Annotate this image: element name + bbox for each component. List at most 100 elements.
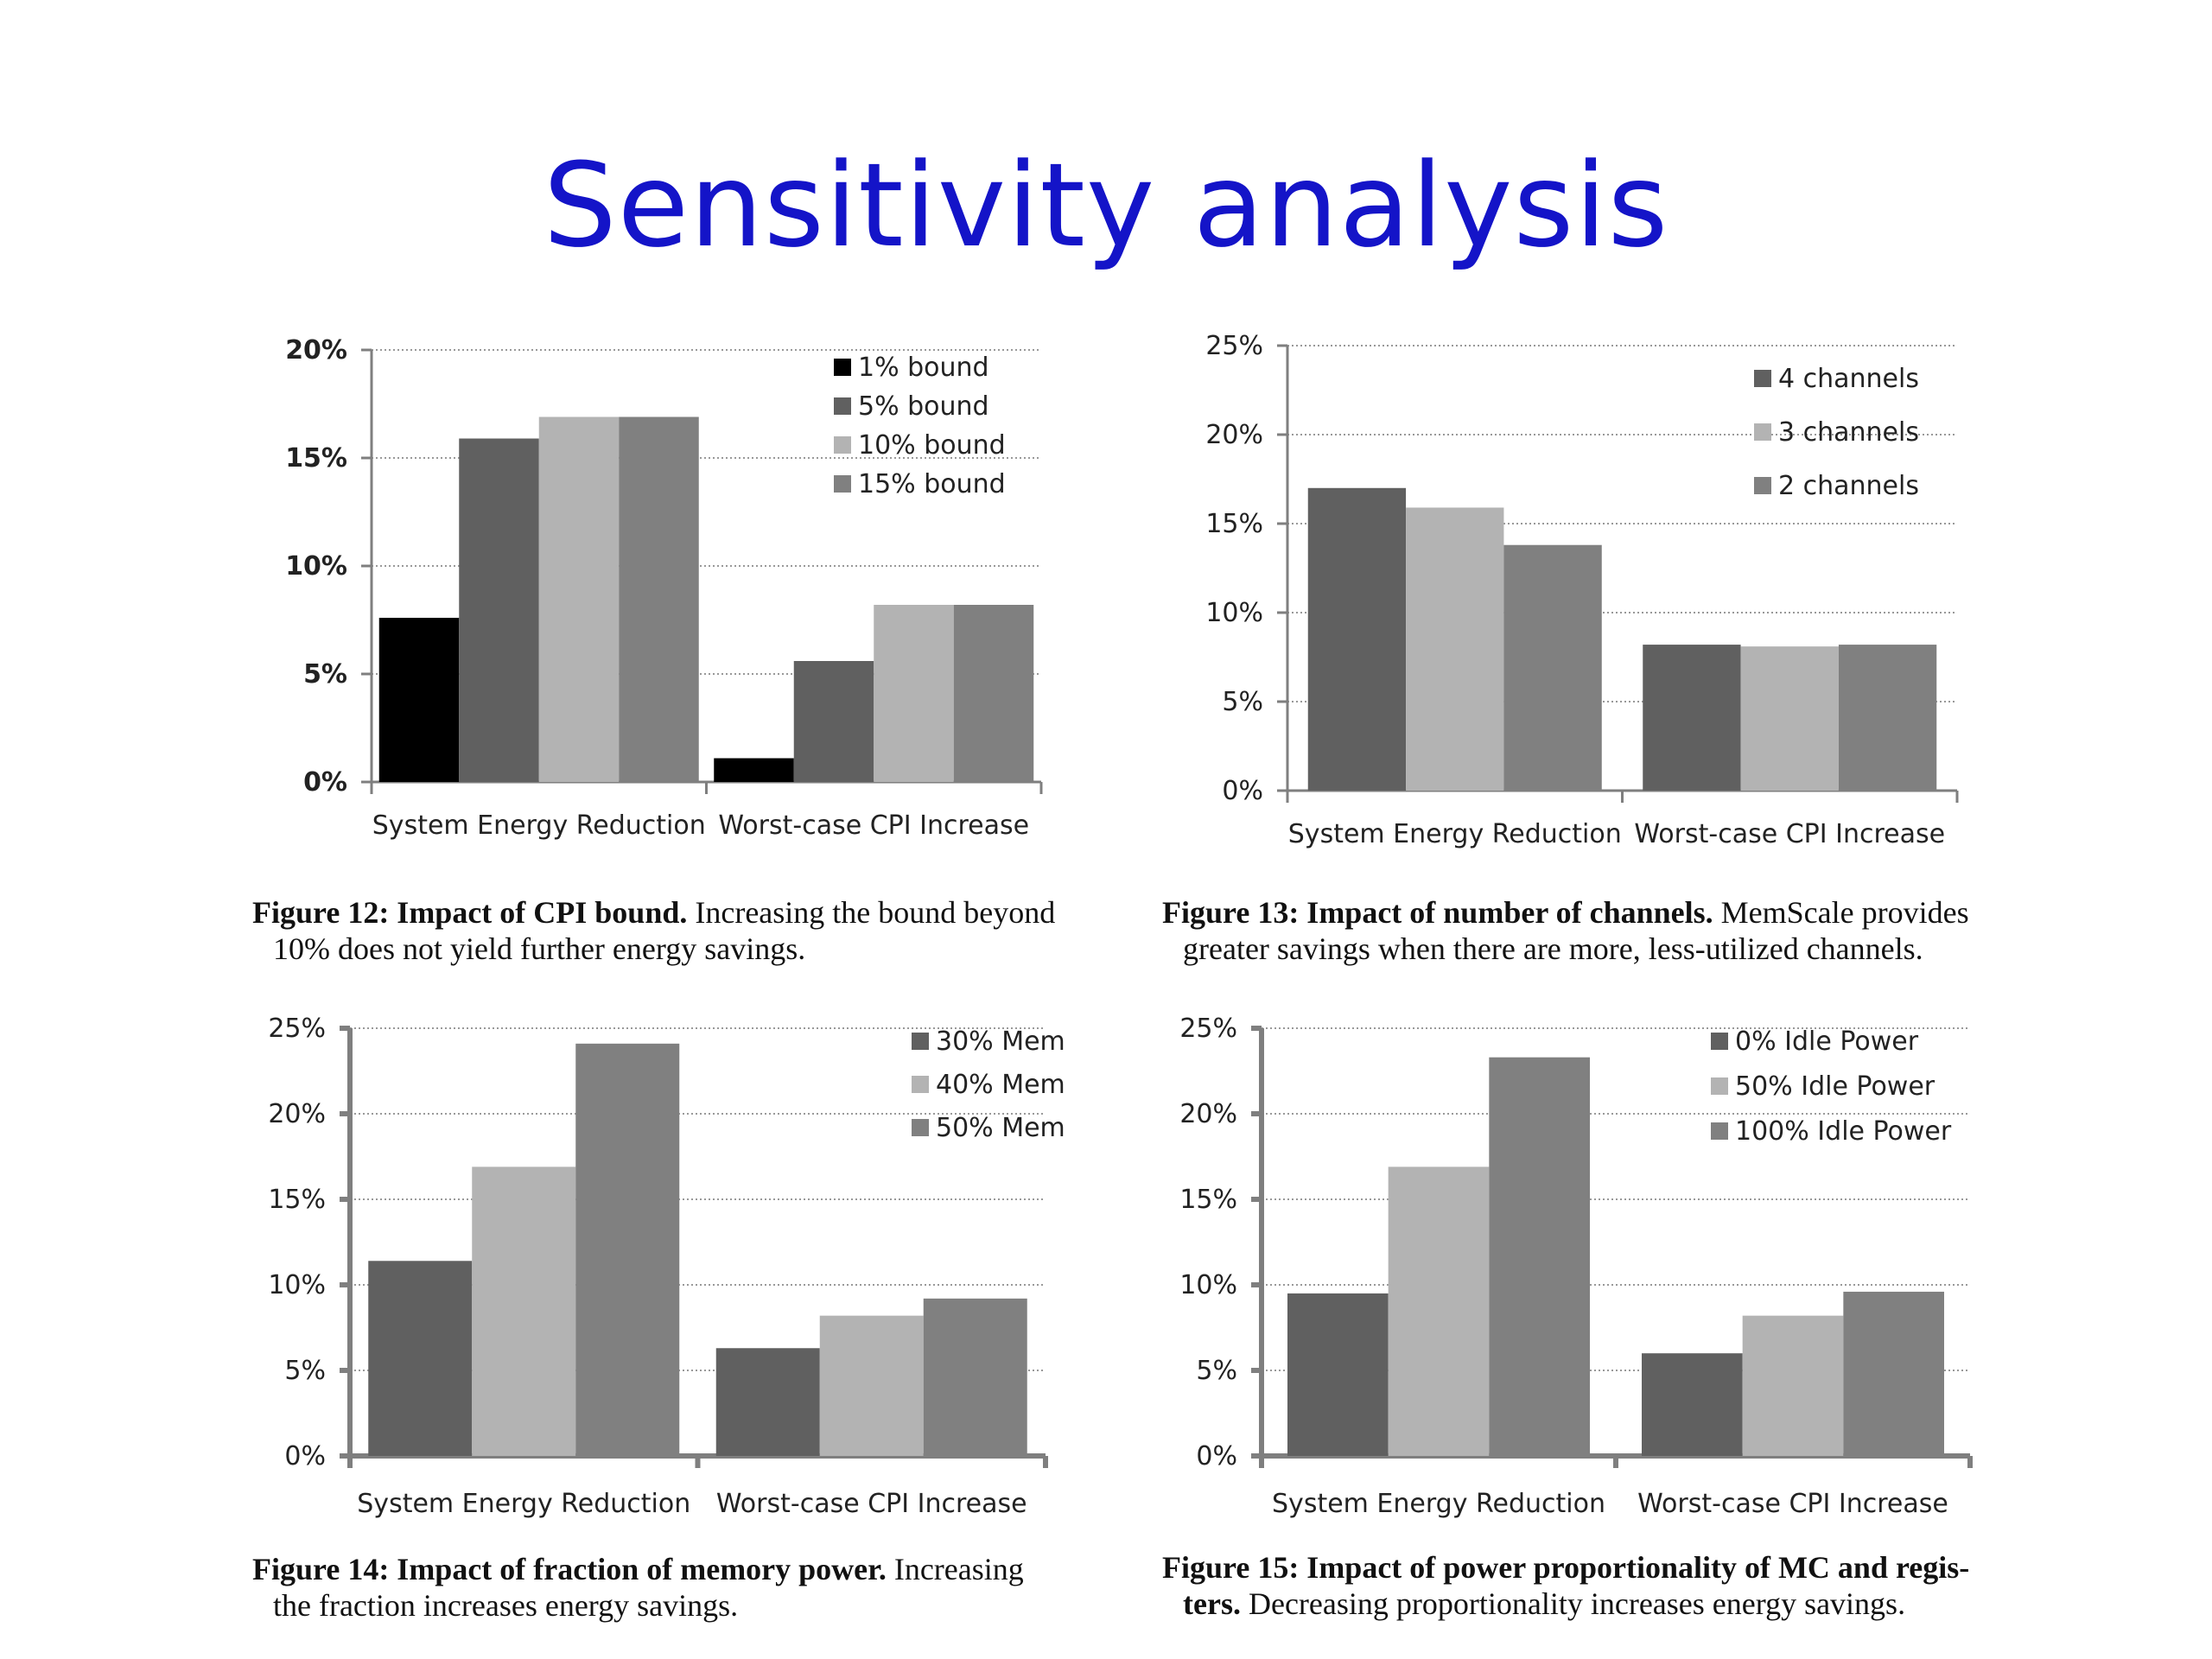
figure-14-caption: Figure 14: Impact of fraction of memory …: [252, 1551, 1116, 1624]
bar: [1838, 645, 1937, 791]
bar: [378, 618, 460, 782]
chart-svg: 0% 5% 10% 15% 20% 25% System Energy Reduction W…: [1205, 331, 1959, 849]
bar: [368, 1261, 473, 1456]
bar: [1642, 1353, 1743, 1456]
figure-15-caption: Figure 15: Impact of power proportionali…: [1162, 1549, 2035, 1622]
y-tick-label: 15%: [1205, 509, 1263, 539]
slide-title: Sensitivity analysis: [543, 138, 1669, 273]
legend-swatch: [912, 1033, 929, 1050]
y-tick-label: 15%: [268, 1185, 326, 1215]
legend-swatch: [834, 397, 851, 415]
bar: [1307, 487, 1407, 791]
y-tick-label: 15%: [1179, 1185, 1237, 1215]
legend-swatch: [1711, 1033, 1728, 1050]
figure-14-caption-line2: the fraction increases energy savings.: [273, 1588, 739, 1623]
legend-label: 50% Mem: [936, 1113, 1065, 1143]
chart-svg: 0% 5% 10% 15% 20% 25% System Energy Reduction W…: [1179, 1014, 1973, 1519]
legend-swatch: [1754, 423, 1771, 441]
y-tick-label: 10%: [1205, 598, 1263, 628]
chart-svg: 0% 5% 10% 15% 20% 25% System Energy Reduction W…: [268, 1014, 1065, 1519]
bar: [1643, 645, 1741, 791]
y-tick-label: 10%: [268, 1270, 326, 1300]
legend-label: 2 channels: [1778, 471, 1919, 501]
bar: [923, 1298, 1027, 1456]
legend-swatch: [834, 475, 851, 493]
figure-12-caption-text: Increasing the bound beyond: [695, 895, 1056, 930]
y-tick-label: 0%: [284, 1441, 326, 1471]
x-category-label: Worst-case CPI Increase: [1637, 1489, 1948, 1519]
figure-13-caption-text: MemScale provides: [1720, 895, 1969, 930]
y-tick-label: 5%: [303, 659, 347, 690]
bar: [1406, 507, 1504, 791]
figure-12-caption: Figure 12: Impact of CPI bound. Increasi…: [252, 894, 1116, 967]
y-tick-label: 20%: [1179, 1099, 1237, 1129]
legend-label: 3 channels: [1778, 417, 1919, 448]
y-tick-label: 10%: [1179, 1270, 1237, 1300]
legend-label: 30% Mem: [936, 1027, 1065, 1057]
y-tick-label: 20%: [285, 335, 347, 365]
y-tick-label: 5%: [284, 1356, 326, 1386]
figure-15-caption-line2: Decreasing proportionality increases ene…: [1248, 1586, 1906, 1621]
bar: [459, 438, 539, 782]
bar: [1287, 1293, 1389, 1456]
bar: [472, 1166, 576, 1456]
bar: [1740, 646, 1839, 791]
bar: [1742, 1315, 1844, 1456]
bar: [715, 1348, 820, 1456]
legend-label: 15% bound: [858, 469, 1006, 499]
legend-label: 5% bound: [858, 391, 989, 422]
bar: [874, 605, 954, 782]
figure-13-chart: 0% 5% 10% 15% 20% 25% System Energy Reduction W…: [1192, 331, 1970, 873]
bar: [714, 758, 794, 782]
bar: [575, 1043, 680, 1456]
legend-label: 50% Idle Power: [1735, 1071, 1936, 1102]
figure-15-caption-line2-bold: ters.: [1183, 1586, 1241, 1621]
x-category-label: Worst-case CPI Increase: [718, 810, 1029, 841]
bar: [1843, 1291, 1944, 1456]
bar: [1489, 1057, 1590, 1456]
figure-12-caption-title: Figure 12: Impact of CPI bound.: [252, 895, 688, 930]
y-tick-label: 0%: [303, 767, 347, 798]
legend-swatch: [834, 359, 851, 376]
y-tick-label: 25%: [1179, 1014, 1237, 1044]
figure-13-caption: Figure 13: Impact of number of channels.…: [1162, 894, 2035, 967]
x-category-label: System Energy Reduction: [1272, 1489, 1605, 1519]
legend-swatch: [912, 1119, 929, 1136]
figure-14-chart: 0% 5% 10% 15% 20% 25% System Energy Reduction W…: [259, 1014, 1065, 1525]
figure-13-caption-title: Figure 13: Impact of number of channels.: [1162, 895, 1713, 930]
figure-14-caption-title: Figure 14: Impact of fraction of memory …: [252, 1552, 887, 1586]
y-tick-label: 20%: [1205, 420, 1263, 450]
y-tick-label: 10%: [285, 551, 347, 582]
y-tick-label: 20%: [268, 1099, 326, 1129]
legend-swatch: [1754, 477, 1771, 494]
figure-14-caption-text: Increasing: [893, 1552, 1024, 1586]
y-tick-label: 5%: [1196, 1356, 1237, 1386]
y-tick-label: 0%: [1196, 1441, 1237, 1471]
x-category-label: Worst-case CPI Increase: [1634, 819, 1945, 849]
bar: [819, 1315, 924, 1456]
figure-15-chart: 0% 5% 10% 15% 20% 25% System Energy Reduction W…: [1175, 1014, 1987, 1525]
figure-13-caption-line2: greater savings when there are more, les…: [1183, 931, 1923, 966]
legend-label: 4 channels: [1778, 364, 1919, 394]
bar: [793, 661, 874, 782]
legend-swatch: [912, 1076, 929, 1093]
bar: [953, 605, 1034, 782]
x-category-label: System Energy Reduction: [1288, 819, 1622, 849]
x-category-label: Worst-case CPI Increase: [716, 1489, 1027, 1519]
y-tick-label: 25%: [268, 1014, 326, 1044]
x-category-label: System Energy Reduction: [357, 1489, 690, 1519]
bar: [619, 416, 699, 782]
legend-swatch: [1711, 1077, 1728, 1095]
legend-label: 40% Mem: [936, 1070, 1065, 1100]
figure-12-caption-line2: 10% does not yield further energy saving…: [273, 931, 806, 966]
y-tick-label: 15%: [285, 443, 347, 474]
bar: [1388, 1166, 1490, 1456]
legend-swatch: [1754, 370, 1771, 387]
chart-svg: 0% 5% 10% 15% 20% System Energy Reduction Wors…: [285, 335, 1043, 841]
bar: [1503, 544, 1602, 791]
legend-label: 0% Idle Power: [1735, 1027, 1919, 1057]
legend-label: 10% bound: [858, 430, 1006, 461]
y-tick-label: 0%: [1222, 776, 1263, 806]
figure-15-caption-title: Figure 15: Impact of power proportionali…: [1162, 1550, 1970, 1585]
legend-label: 100% Idle Power: [1735, 1116, 1952, 1147]
